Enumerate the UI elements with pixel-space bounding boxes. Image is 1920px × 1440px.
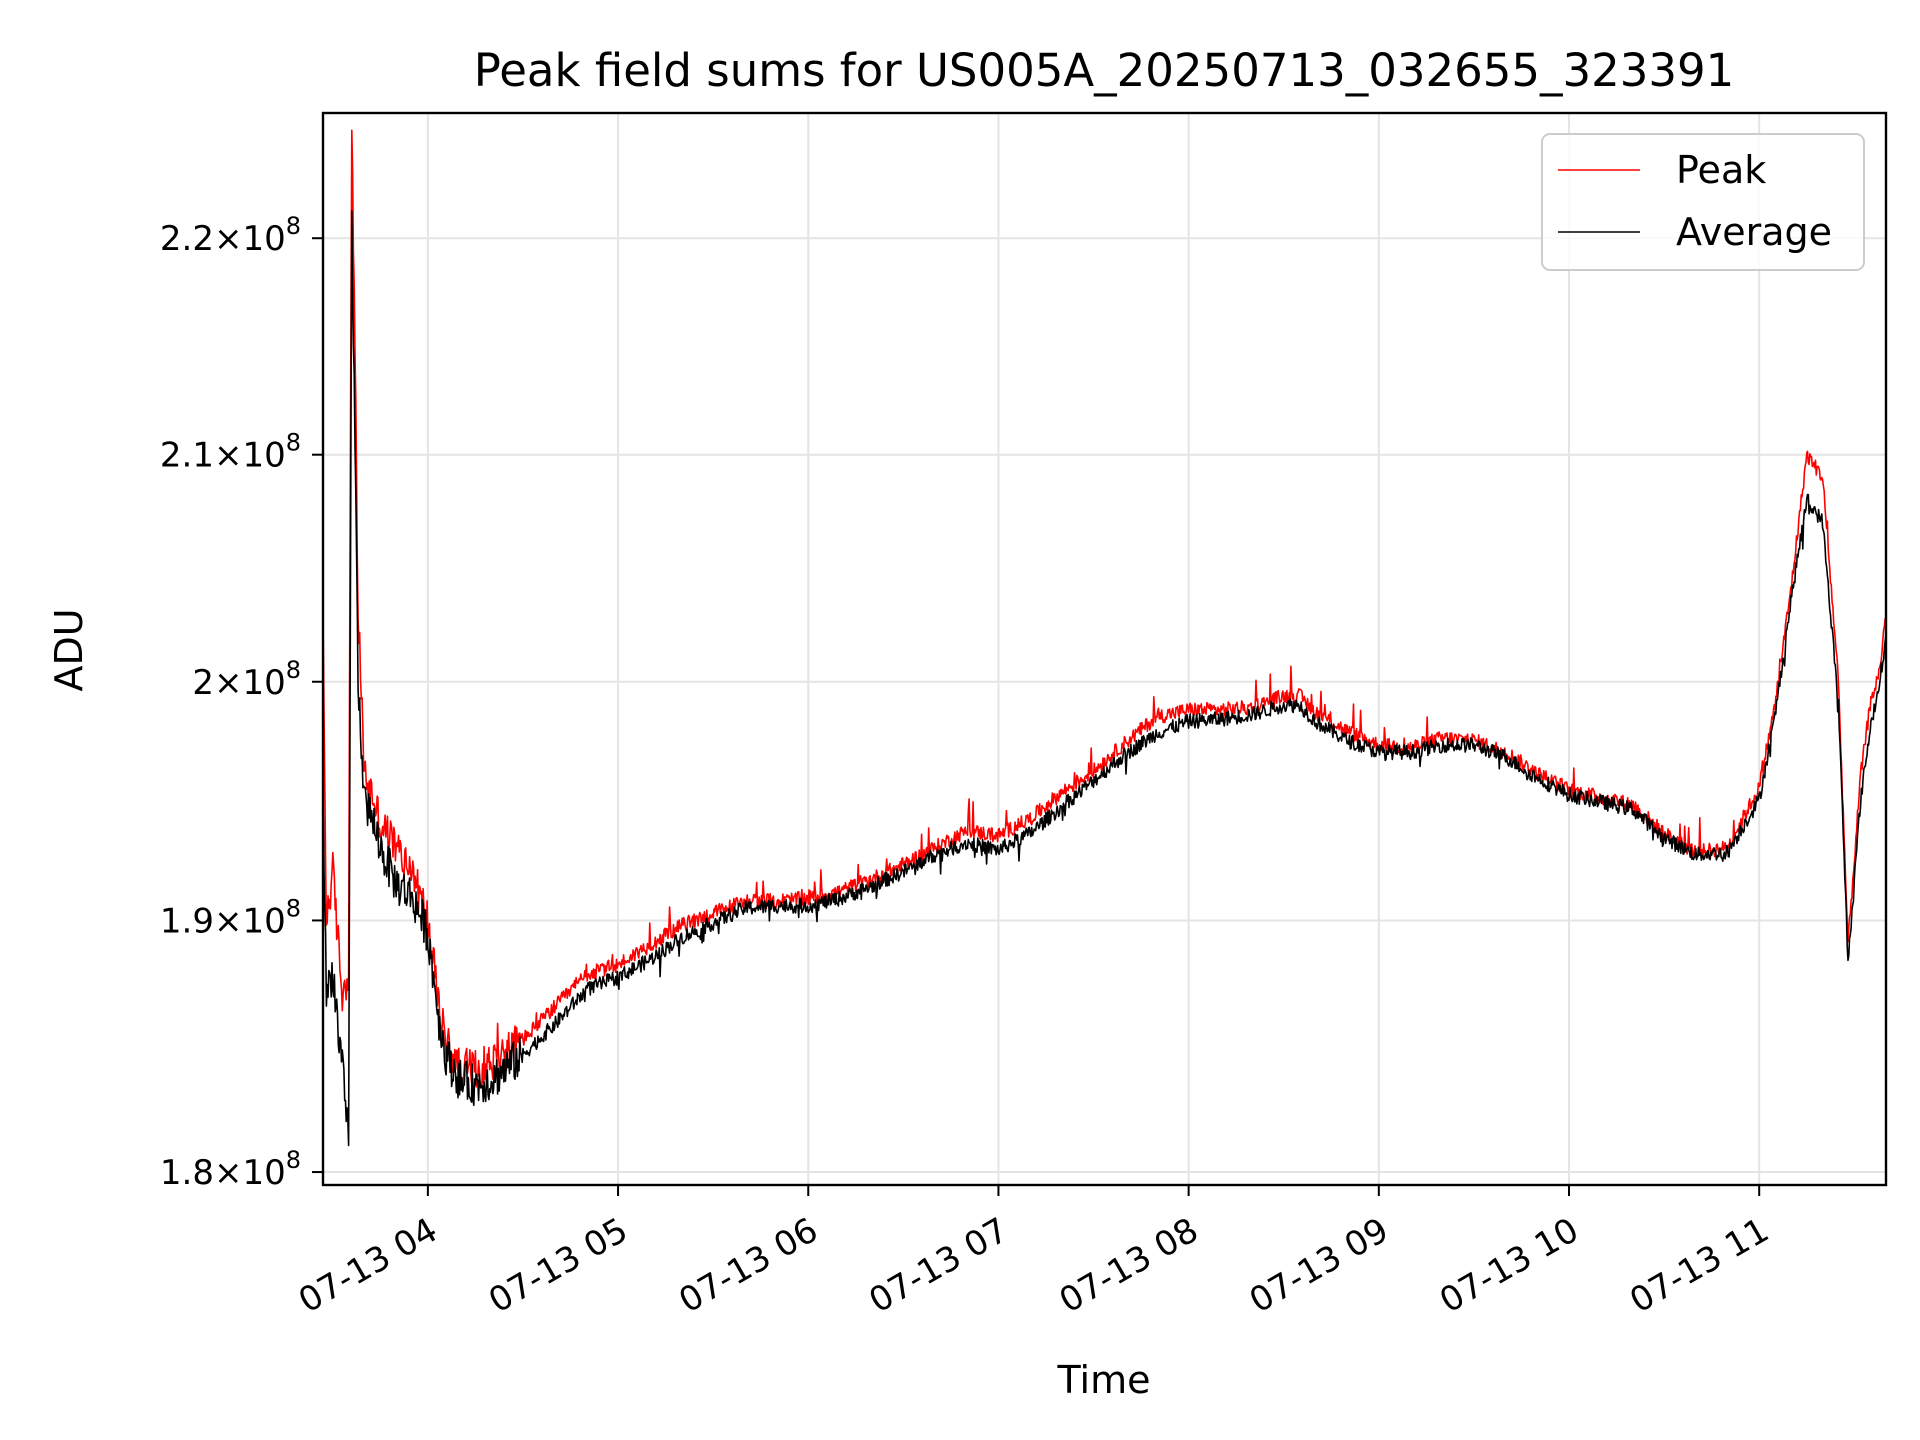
legend-label-peak: Peak	[1676, 148, 1766, 192]
plot-series	[322, 129, 1887, 1147]
y-tick-label: 2.1×108	[160, 429, 301, 476]
y-tick-mantissa: 2.1	[160, 436, 214, 476]
y-tick-base: ×10	[214, 901, 286, 941]
gridlines	[323, 113, 1886, 1185]
y-tick-mantissa: 2.2	[160, 219, 214, 259]
legend-box	[1541, 133, 1865, 271]
y-tick-base: ×10	[214, 1153, 286, 1193]
series-line-average	[322, 210, 1887, 1147]
y-tick-label: 1.8×108	[160, 1146, 301, 1193]
x-axis-label: Time	[1057, 1358, 1151, 1402]
y-tick-mantissa: 1.8	[160, 1153, 214, 1193]
y-tick-label: 2×108	[192, 656, 301, 703]
series-line-peak	[322, 129, 1887, 1092]
y-axis-label: ADU	[47, 608, 91, 691]
y-tick-base: ×10	[214, 663, 286, 703]
legend-label-average: Average	[1676, 210, 1832, 254]
y-tick-label: 1.9×108	[160, 894, 301, 941]
chart-title: Peak field sums for US005A_20250713_0326…	[474, 44, 1735, 97]
legend: Peak Average	[1541, 133, 1865, 271]
plot-frame	[321, 111, 1888, 1187]
y-tick-exponent: 8	[286, 429, 301, 457]
y-tick-base: ×10	[214, 219, 286, 259]
y-tick-exponent: 8	[286, 656, 301, 684]
y-tick-mantissa: 1.9	[160, 901, 214, 941]
y-tick-base: ×10	[214, 436, 286, 476]
y-tick-mantissa: 2	[192, 663, 214, 703]
y-tick-label: 2.2×108	[160, 212, 301, 259]
y-tick-exponent: 8	[286, 212, 301, 240]
y-tick-exponent: 8	[286, 894, 301, 922]
y-tick-exponent: 8	[286, 1146, 301, 1174]
